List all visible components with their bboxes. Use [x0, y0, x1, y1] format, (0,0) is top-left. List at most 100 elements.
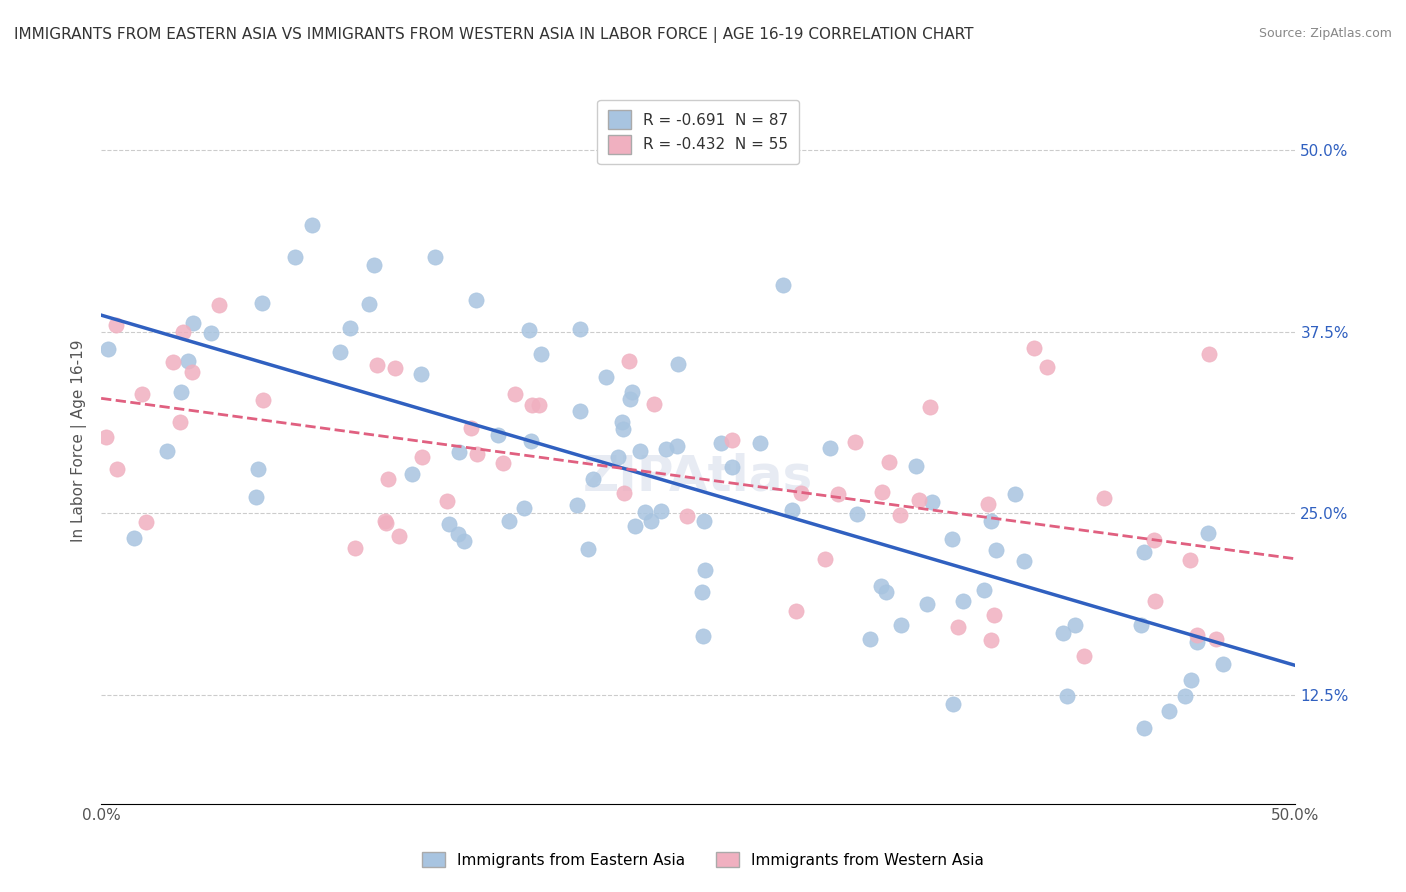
Point: [1092, 491, 1115, 505]
Point: [366, 359, 388, 373]
Point: [208, 298, 231, 312]
Point: [870, 579, 893, 593]
Point: [772, 277, 794, 292]
Point: [1073, 648, 1095, 663]
Point: [613, 485, 636, 500]
Point: [710, 436, 733, 450]
Point: [921, 495, 943, 509]
Point: [94, 430, 117, 444]
Point: [246, 462, 269, 476]
Point: [437, 516, 460, 531]
Point: [676, 508, 699, 523]
Point: [492, 457, 515, 471]
Point: [1178, 553, 1201, 567]
Text: ZIPAtlas: ZIPAtlas: [583, 453, 814, 500]
Point: [1036, 359, 1059, 374]
Point: [1052, 626, 1074, 640]
Point: [1133, 721, 1156, 735]
Point: [612, 421, 634, 435]
Legend: R = -0.691  N = 87, R = -0.432  N = 55: R = -0.691 N = 87, R = -0.432 N = 55: [598, 100, 799, 164]
Point: [1185, 627, 1208, 641]
Point: [527, 399, 550, 413]
Point: [172, 325, 194, 339]
Point: [384, 361, 406, 376]
Point: [870, 485, 893, 500]
Point: [983, 607, 1005, 622]
Point: [1197, 526, 1219, 541]
Point: [423, 251, 446, 265]
Point: [131, 387, 153, 401]
Point: [877, 455, 900, 469]
Point: [1143, 533, 1166, 547]
Point: [721, 460, 744, 475]
Point: [941, 532, 963, 546]
Point: [576, 542, 599, 557]
Point: [169, 415, 191, 429]
Point: [643, 397, 665, 411]
Point: [96, 342, 118, 356]
Point: [640, 514, 662, 528]
Text: Source: ZipAtlas.com: Source: ZipAtlas.com: [1258, 27, 1392, 40]
Point: [814, 552, 837, 566]
Point: [915, 597, 938, 611]
Point: [665, 439, 688, 453]
Point: [250, 295, 273, 310]
Point: [1205, 632, 1227, 647]
Point: [162, 355, 184, 369]
Point: [520, 434, 543, 449]
Point: [329, 345, 352, 359]
Point: [170, 385, 193, 400]
Point: [498, 514, 520, 528]
Point: [568, 404, 591, 418]
Point: [655, 442, 678, 457]
Point: [411, 450, 433, 464]
Point: [721, 434, 744, 448]
Point: [447, 445, 470, 459]
Point: [517, 323, 540, 337]
Point: [942, 697, 965, 711]
Point: [343, 541, 366, 556]
Y-axis label: In Labor Force | Age 16-19: In Labor Force | Age 16-19: [72, 339, 87, 541]
Point: [1180, 673, 1202, 687]
Point: [177, 354, 200, 368]
Point: [904, 458, 927, 473]
Point: [634, 505, 657, 519]
Point: [1133, 545, 1156, 559]
Point: [980, 632, 1002, 647]
Point: [1143, 594, 1166, 608]
Point: [650, 504, 672, 518]
Point: [465, 447, 488, 461]
Point: [181, 365, 204, 379]
Point: [503, 387, 526, 401]
Point: [595, 370, 617, 384]
Point: [447, 526, 470, 541]
Point: [617, 353, 640, 368]
Point: [363, 258, 385, 272]
Point: [567, 498, 589, 512]
Point: [530, 347, 553, 361]
Legend: Immigrants from Eastern Asia, Immigrants from Western Asia: Immigrants from Eastern Asia, Immigrants…: [415, 844, 991, 875]
Point: [387, 529, 409, 543]
Point: [920, 400, 942, 414]
Point: [339, 321, 361, 335]
Point: [986, 542, 1008, 557]
Point: [357, 296, 380, 310]
Point: [582, 472, 605, 486]
Point: [623, 518, 645, 533]
Point: [124, 531, 146, 545]
Point: [301, 218, 323, 232]
Point: [952, 593, 974, 607]
Point: [104, 318, 127, 332]
Point: [1012, 554, 1035, 568]
Point: [818, 441, 841, 455]
Point: [620, 385, 643, 400]
Point: [181, 316, 204, 330]
Point: [890, 618, 912, 632]
Point: [692, 585, 714, 599]
Point: [889, 508, 911, 522]
Point: [1212, 657, 1234, 671]
Point: [1174, 689, 1197, 703]
Point: [790, 485, 813, 500]
Point: [375, 516, 398, 530]
Point: [1004, 487, 1026, 501]
